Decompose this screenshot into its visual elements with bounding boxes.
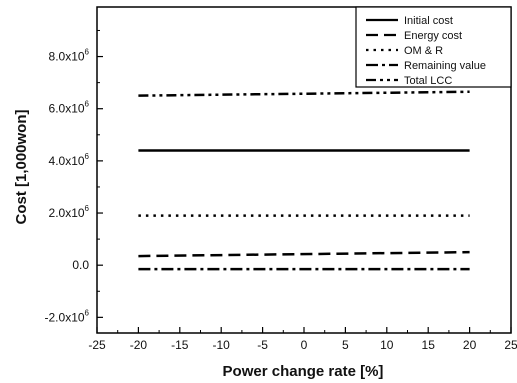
x-tick-label: -5 xyxy=(257,338,268,352)
series-line xyxy=(138,90,470,97)
legend-label: Energy cost xyxy=(404,30,462,42)
y-tick-label: 8.0x106 xyxy=(49,48,90,64)
y-axis-title: Cost [1,000won] xyxy=(13,109,30,224)
x-tick-label: 20 xyxy=(463,338,477,352)
y-axis-ticks: -2.0x106 0.0 2.0x106 4.0x106 6.0x106 8.0x106 xyxy=(45,29,103,324)
y-tick-label: 4.0x106 xyxy=(49,152,90,168)
y-tick-label: 0.0 xyxy=(72,258,89,272)
legend: Initial cost Energy cost OM & R Remaining v… xyxy=(355,6,512,88)
legend-label: Remaining value xyxy=(404,60,486,72)
y-tick-label: 6.0x106 xyxy=(49,100,90,116)
x-tick-label: 5 xyxy=(342,338,349,352)
legend-label: Initial cost xyxy=(404,15,453,27)
x-tick-label: 15 xyxy=(422,338,436,352)
series-line xyxy=(138,250,470,258)
x-tick-label: 10 xyxy=(380,338,394,352)
x-tick-label: -15 xyxy=(171,338,189,352)
x-axis-title: Power change rate [%] xyxy=(223,363,384,380)
y-tick-label: -2.0x106 xyxy=(45,308,90,324)
x-tick-label: -25 xyxy=(88,338,106,352)
x-tick-label: -20 xyxy=(130,338,148,352)
x-tick-label: 25 xyxy=(504,338,517,352)
series-lines xyxy=(138,90,470,271)
y-tick-label: 2.0x106 xyxy=(49,204,90,220)
legend-label: Total LCC xyxy=(404,75,452,87)
x-tick-label: 0 xyxy=(301,338,308,352)
x-tick-label: -10 xyxy=(213,338,231,352)
legend-label: OM & R xyxy=(404,45,443,57)
x-axis-ticks: -25 -20 -15 -10 -5 0 5 10 15 20 25 xyxy=(88,327,517,352)
